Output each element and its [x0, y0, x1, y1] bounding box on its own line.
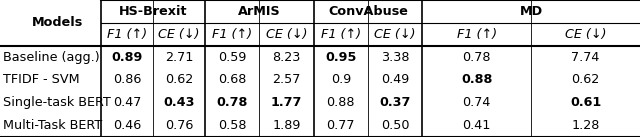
- Text: 2.71: 2.71: [164, 51, 193, 64]
- Text: F1 (↑): F1 (↑): [107, 28, 147, 41]
- Text: 0.89: 0.89: [111, 51, 143, 64]
- Text: TFIDF - SVM: TFIDF - SVM: [3, 73, 80, 86]
- Text: 0.76: 0.76: [164, 119, 193, 132]
- Text: 0.62: 0.62: [572, 73, 600, 86]
- Text: CE (↓): CE (↓): [374, 28, 416, 41]
- Text: 0.74: 0.74: [463, 96, 491, 109]
- Text: 2.57: 2.57: [272, 73, 301, 86]
- Text: 0.88: 0.88: [461, 73, 493, 86]
- Text: Models: Models: [32, 16, 83, 29]
- Text: 0.46: 0.46: [113, 119, 141, 132]
- Text: 0.58: 0.58: [218, 119, 246, 132]
- Text: HS-Brexit: HS-Brexit: [118, 5, 188, 18]
- Text: 0.78: 0.78: [463, 51, 491, 64]
- Text: 7.74: 7.74: [572, 51, 600, 64]
- Text: Multi-Task BERT: Multi-Task BERT: [3, 119, 102, 132]
- Text: CE (↓): CE (↓): [266, 28, 307, 41]
- Text: 1.89: 1.89: [272, 119, 301, 132]
- Text: CE (↓): CE (↓): [565, 28, 606, 41]
- Text: 0.43: 0.43: [163, 96, 195, 109]
- Text: 0.88: 0.88: [326, 96, 355, 109]
- Text: 0.49: 0.49: [381, 73, 410, 86]
- Text: 0.37: 0.37: [380, 96, 411, 109]
- Text: 1.28: 1.28: [572, 119, 600, 132]
- Text: 0.78: 0.78: [216, 96, 248, 109]
- Text: MD: MD: [520, 5, 543, 18]
- Text: 0.86: 0.86: [113, 73, 141, 86]
- Text: Single-task BERT: Single-task BERT: [3, 96, 111, 109]
- Text: Baseline (agg.): Baseline (agg.): [3, 51, 100, 64]
- Text: 0.95: 0.95: [325, 51, 356, 64]
- Text: 0.9: 0.9: [331, 73, 351, 86]
- Text: ArMIS: ArMIS: [238, 5, 280, 18]
- Text: CE (↓): CE (↓): [158, 28, 200, 41]
- Text: F1 (↑): F1 (↑): [457, 28, 497, 41]
- Text: 0.68: 0.68: [218, 73, 246, 86]
- Text: 0.50: 0.50: [381, 119, 410, 132]
- Text: 0.47: 0.47: [113, 96, 141, 109]
- Text: 0.62: 0.62: [164, 73, 193, 86]
- Text: ConvAbuse: ConvAbuse: [328, 5, 408, 18]
- Text: 0.61: 0.61: [570, 96, 601, 109]
- Text: F1 (↑): F1 (↑): [212, 28, 252, 41]
- Text: 1.77: 1.77: [271, 96, 302, 109]
- Text: F1 (↑): F1 (↑): [321, 28, 361, 41]
- Text: 3.38: 3.38: [381, 51, 410, 64]
- Text: 8.23: 8.23: [272, 51, 301, 64]
- Text: 0.77: 0.77: [326, 119, 355, 132]
- Text: 0.41: 0.41: [463, 119, 491, 132]
- Text: 0.59: 0.59: [218, 51, 246, 64]
